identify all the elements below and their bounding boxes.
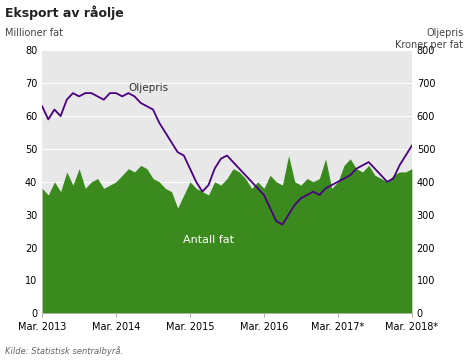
Text: Millioner fat: Millioner fat: [5, 28, 63, 38]
Text: Kilde: Statistisk sentralbyrå.: Kilde: Statistisk sentralbyrå.: [5, 347, 123, 356]
Text: Oljepris: Oljepris: [426, 28, 463, 38]
Text: Antall fat: Antall fat: [183, 235, 234, 244]
Text: Kroner per fat: Kroner per fat: [395, 40, 463, 50]
Text: Eksport av råolje: Eksport av råolje: [5, 5, 124, 20]
Text: Oljepris: Oljepris: [128, 83, 168, 93]
